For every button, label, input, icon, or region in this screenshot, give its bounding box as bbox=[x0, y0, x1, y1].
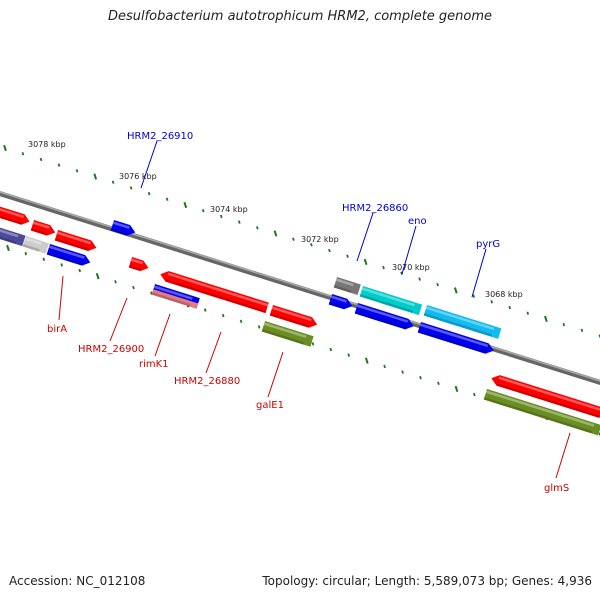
gene-box-pyrg[interactable] bbox=[423, 305, 502, 339]
gene-arrow-red-3[interactable] bbox=[54, 230, 98, 253]
scale-tick bbox=[183, 201, 188, 209]
gene-box-gale1[interactable] bbox=[261, 321, 314, 347]
track-tick bbox=[95, 273, 100, 280]
scale-tick bbox=[39, 157, 43, 162]
track-tick bbox=[472, 392, 476, 397]
track-tick bbox=[78, 268, 82, 273]
track-tick bbox=[60, 263, 64, 267]
track-tick bbox=[132, 285, 135, 290]
scale-tick bbox=[21, 152, 25, 156]
lower-gene-annotations bbox=[58, 275, 571, 479]
scale-tick bbox=[508, 305, 512, 310]
scale-tick bbox=[57, 163, 61, 167]
scale-tick bbox=[544, 315, 548, 323]
scale-tick bbox=[526, 311, 530, 315]
gene-arrow-red-small[interactable] bbox=[128, 257, 150, 273]
gene-arrow-blue-1[interactable] bbox=[46, 244, 92, 268]
gene-label-bira: birA bbox=[47, 324, 67, 335]
gene-arrow-blue-4[interactable] bbox=[417, 322, 496, 356]
gene-arrow-blue-2[interactable] bbox=[328, 294, 354, 311]
track-tick bbox=[383, 364, 386, 369]
scale-tick bbox=[363, 258, 368, 266]
scale-label-3072: 3072 kbp bbox=[301, 235, 339, 244]
gene-box-navy[interactable] bbox=[0, 226, 26, 247]
scale-label-3070: 3070 kbp bbox=[392, 263, 430, 272]
map-title: Desulfobacterium autotrophicum HRM2, com… bbox=[107, 9, 493, 24]
upper-scale-track bbox=[3, 144, 600, 338]
scale-tick bbox=[129, 186, 133, 190]
track-tick bbox=[239, 319, 243, 324]
scale-tick bbox=[490, 300, 494, 304]
scale-tick bbox=[93, 173, 98, 180]
track-tick bbox=[437, 381, 440, 386]
topology-text: Topology: circular; Length: 5,589,073 bp… bbox=[262, 574, 592, 588]
accession-text: Accession: NC_012108 bbox=[9, 574, 146, 588]
track-tick bbox=[203, 308, 207, 312]
track-tick bbox=[419, 375, 422, 380]
gene-box-silver[interactable] bbox=[22, 236, 49, 254]
scale-tick bbox=[255, 226, 259, 230]
gene-label-gale1: galE1 bbox=[256, 400, 284, 411]
gene-label-eno: eno bbox=[408, 216, 427, 227]
gene-box-hrm2-26860[interactable] bbox=[333, 277, 361, 295]
scale-tick bbox=[3, 144, 7, 152]
track-tick bbox=[6, 244, 10, 252]
track-tick bbox=[24, 251, 28, 256]
gene-box-glms[interactable] bbox=[483, 389, 600, 436]
scale-tick bbox=[436, 283, 439, 287]
track-tick bbox=[401, 370, 404, 374]
gene-label-hrm2-26860: HRM2_26860 bbox=[342, 203, 408, 214]
scale-tick bbox=[292, 237, 295, 241]
scale-tick bbox=[147, 191, 151, 196]
track-tick bbox=[257, 325, 261, 329]
track-tick bbox=[114, 280, 117, 284]
scale-tick bbox=[453, 287, 458, 294]
scale-tick bbox=[310, 243, 313, 247]
scale-label-3068: 3068 kbp bbox=[485, 290, 523, 299]
gene-label-pyrg: pyrG bbox=[476, 239, 500, 250]
gene-arrow-red-5[interactable] bbox=[490, 373, 600, 419]
genome-backbone bbox=[0, 190, 600, 386]
scale-tick bbox=[580, 328, 584, 333]
scale-tick bbox=[346, 254, 349, 258]
gene-label-hrm2-26880: HRM2_26880 bbox=[174, 376, 240, 387]
scale-tick bbox=[237, 220, 241, 224]
scale-tick bbox=[273, 230, 278, 237]
gene-label-hrm2-26910: HRM2_26910 bbox=[127, 131, 193, 142]
scale-tick bbox=[382, 265, 385, 270]
track-tick bbox=[42, 257, 46, 262]
gene-box-eno[interactable] bbox=[359, 286, 423, 316]
scale-tick bbox=[562, 322, 566, 327]
scale-tick bbox=[201, 209, 205, 213]
gene-label-rimk1: rimK1 bbox=[139, 359, 169, 370]
upper-gene-annotations bbox=[140, 140, 487, 298]
track-tick bbox=[329, 347, 333, 352]
gene-arrow-hrm2-26910[interactable] bbox=[110, 220, 137, 238]
track-tick bbox=[454, 385, 459, 393]
gene-label-glms: glmS bbox=[544, 483, 569, 494]
scale-tick bbox=[111, 180, 115, 184]
gene-arrow-red-2[interactable] bbox=[30, 220, 57, 238]
scale-label-3076: 3076 kbp bbox=[119, 172, 157, 181]
gene-arrow-red-4[interactable] bbox=[269, 305, 319, 330]
gene-arrow-red-long[interactable] bbox=[159, 269, 269, 314]
track-tick bbox=[347, 353, 351, 357]
scale-tick bbox=[165, 197, 169, 202]
gene-arrow-red-1[interactable] bbox=[0, 205, 31, 227]
track-tick bbox=[311, 342, 315, 346]
scale-label-3074: 3074 kbp bbox=[210, 205, 248, 214]
gene-arrow-blue-3[interactable] bbox=[354, 303, 416, 332]
gene-arrow-rimk1-blue[interactable] bbox=[151, 284, 200, 309]
track-tick bbox=[221, 313, 225, 318]
scale-tick bbox=[418, 277, 421, 281]
scale-tick bbox=[328, 248, 331, 253]
gene-features bbox=[0, 205, 600, 436]
scale-tick bbox=[75, 169, 79, 173]
gene-label-hrm2-26900: HRM2_26900 bbox=[78, 344, 144, 355]
track-tick bbox=[364, 357, 369, 364]
scale-label-3078: 3078 kbp bbox=[28, 140, 66, 149]
scale-tick bbox=[219, 214, 223, 219]
scale-tick bbox=[472, 294, 476, 298]
